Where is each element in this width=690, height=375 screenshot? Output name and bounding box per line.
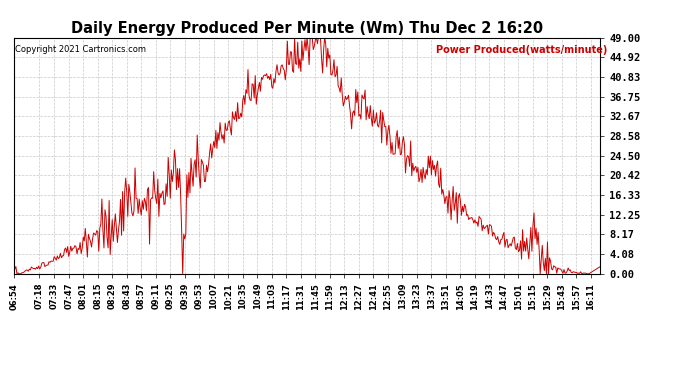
Title: Daily Energy Produced Per Minute (Wm) Thu Dec 2 16:20: Daily Energy Produced Per Minute (Wm) Th… [71, 21, 543, 36]
Text: Power Produced(watts/minute): Power Produced(watts/minute) [436, 45, 607, 55]
Text: Copyright 2021 Cartronics.com: Copyright 2021 Cartronics.com [15, 45, 146, 54]
